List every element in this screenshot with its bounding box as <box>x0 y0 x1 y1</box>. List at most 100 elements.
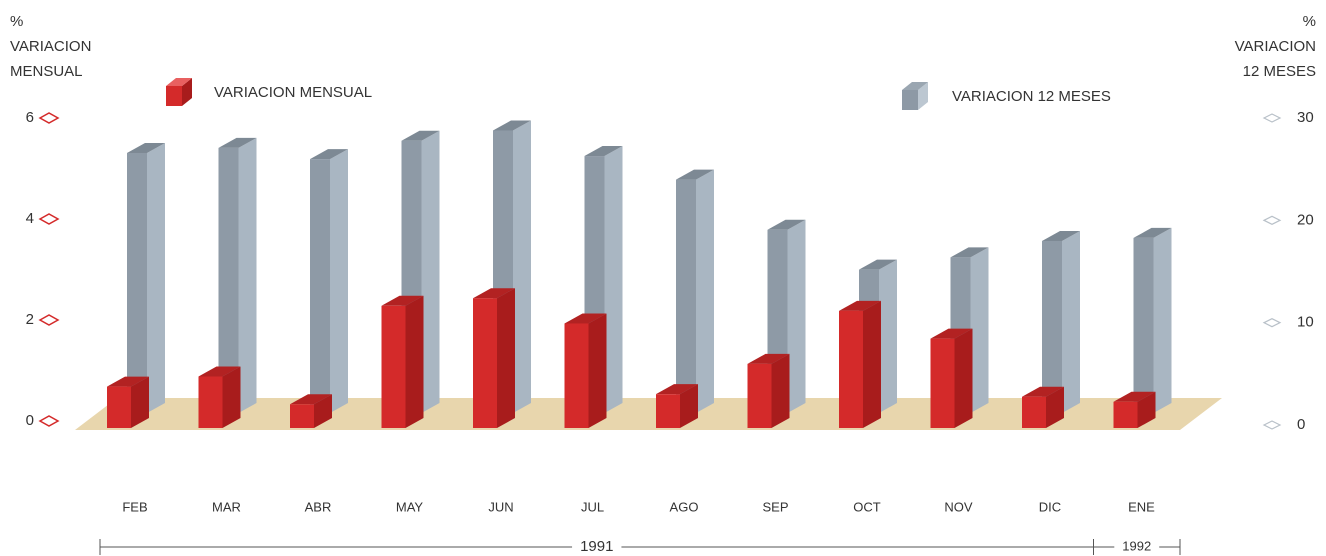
bar <box>1022 396 1046 428</box>
bar <box>198 376 223 428</box>
bar-side <box>954 328 973 428</box>
bar-side <box>238 137 257 413</box>
legend-label: VARIACION 12 MESES <box>952 88 1111 105</box>
bar-side <box>879 259 897 413</box>
y-tick <box>38 112 60 124</box>
bar <box>107 386 131 428</box>
y2-axis-label: % <box>1303 13 1316 30</box>
bar-top <box>381 295 424 306</box>
bar-top <box>584 146 623 157</box>
bar <box>473 298 497 428</box>
bar-top <box>473 288 515 299</box>
bar-side <box>1137 391 1156 428</box>
bar-top <box>290 394 332 405</box>
x-tick-label: NOV <box>944 499 973 514</box>
y-tick <box>38 415 60 427</box>
bar-top <box>564 313 607 324</box>
bar <box>290 404 314 428</box>
bar <box>747 363 772 428</box>
bar-top <box>676 169 714 180</box>
bar-side <box>588 313 607 428</box>
y-tick <box>38 213 60 225</box>
legend-swatch <box>902 90 918 110</box>
y2-tick-label: 10 <box>1297 314 1314 331</box>
bar-top <box>493 120 531 131</box>
x-tick-label: SEP <box>762 499 788 514</box>
x-tick-label: ENE <box>1128 499 1155 514</box>
legend-swatch <box>902 82 928 90</box>
bar-top <box>1133 227 1172 238</box>
bar-side <box>604 146 623 414</box>
legend-swatch <box>166 86 182 106</box>
bar-side <box>513 120 531 413</box>
bar <box>564 323 589 428</box>
bar-top <box>1022 386 1064 397</box>
bar-top <box>950 247 989 258</box>
bar <box>310 159 330 413</box>
bar <box>1113 401 1138 428</box>
y-tick-label: 0 <box>26 412 34 429</box>
y-tick <box>38 314 60 326</box>
legend-swatch <box>182 78 192 106</box>
bar-side <box>147 142 165 414</box>
y-axis-label: % <box>10 13 23 30</box>
y2-axis-label: VARIACION <box>1235 38 1316 55</box>
year-label: 1991 <box>580 538 613 555</box>
bar-top <box>839 300 881 311</box>
bar-side <box>222 366 241 428</box>
y2-tick <box>1262 113 1282 123</box>
y-tick-label: 4 <box>26 210 34 227</box>
bar <box>656 394 680 428</box>
x-tick-label: FEB <box>122 499 147 514</box>
bar-side <box>771 353 790 428</box>
x-tick-label: JUL <box>581 499 604 514</box>
y-axis-label: MENSUAL <box>10 63 83 80</box>
bar-side <box>863 300 881 428</box>
x-tick-label: DIC <box>1039 499 1061 514</box>
y2-tick <box>1262 317 1282 328</box>
x-tick-label: MAR <box>212 499 241 514</box>
bar-top <box>127 142 165 153</box>
bar-top <box>859 259 897 270</box>
bar <box>218 147 239 413</box>
legend-swatch <box>166 78 192 86</box>
bar-side <box>314 394 332 428</box>
bar-side <box>1153 227 1172 413</box>
bar <box>676 179 696 413</box>
bar-top <box>218 137 257 148</box>
bar-top <box>198 366 241 377</box>
bar-side <box>131 376 149 428</box>
bar-top <box>1042 230 1080 241</box>
bar-side <box>330 149 348 413</box>
bar-top <box>930 328 973 339</box>
bar <box>839 310 863 428</box>
y-axis-label: VARIACION <box>10 38 91 55</box>
x-tick-label: OCT <box>853 499 881 514</box>
bar-side <box>421 130 440 413</box>
bar-side <box>787 219 806 413</box>
bar-side <box>497 288 515 428</box>
x-tick-label: AGO <box>670 499 699 514</box>
year-label: 1992 <box>1122 538 1151 553</box>
bar-side <box>1062 230 1080 413</box>
bar-side <box>405 295 424 428</box>
y2-tick <box>1262 420 1282 430</box>
bar-side <box>1046 386 1064 428</box>
bar-top <box>747 353 790 364</box>
x-tick-label: ABR <box>305 499 332 514</box>
bar <box>381 305 406 428</box>
y2-tick-label: 30 <box>1297 109 1314 126</box>
bar <box>127 152 147 414</box>
bar-top <box>767 219 806 230</box>
bar <box>1042 240 1062 413</box>
y-tick-label: 6 <box>26 109 34 126</box>
bar-side <box>680 384 698 428</box>
bar-top <box>107 376 149 387</box>
bar-side <box>696 169 714 413</box>
legend-label: VARIACION MENSUAL <box>214 84 372 101</box>
y2-tick-label: 0 <box>1297 416 1305 433</box>
bar-top <box>1113 391 1156 402</box>
bar <box>930 338 955 428</box>
legend-swatch <box>918 82 928 110</box>
